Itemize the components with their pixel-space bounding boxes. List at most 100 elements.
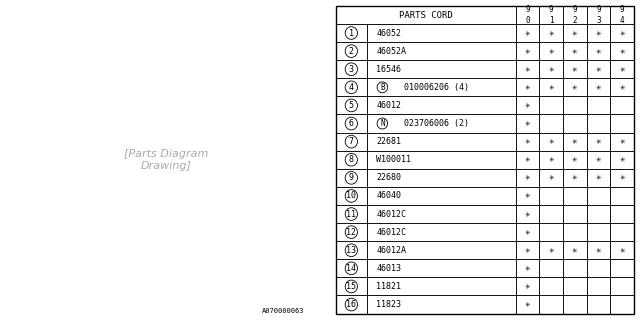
Bar	[516, 115, 540, 132]
Text: ✳: ✳	[548, 47, 554, 56]
Bar	[610, 223, 634, 241]
Bar	[610, 24, 634, 42]
Bar	[516, 151, 540, 169]
Bar	[540, 42, 563, 60]
Bar	[610, 6, 634, 24]
Bar	[587, 241, 610, 259]
Text: ✳: ✳	[525, 65, 531, 74]
Bar	[336, 295, 367, 314]
Bar	[540, 151, 563, 169]
Bar	[367, 259, 516, 277]
Text: ✳: ✳	[596, 137, 601, 146]
Bar	[563, 277, 587, 295]
Text: ✳: ✳	[525, 210, 531, 219]
Bar	[563, 241, 587, 259]
Text: ✳: ✳	[620, 137, 625, 146]
Text: 3: 3	[349, 65, 354, 74]
Text: ✳: ✳	[525, 173, 531, 182]
Text: 6: 6	[349, 119, 354, 128]
Bar	[516, 6, 540, 24]
Bar	[336, 169, 367, 187]
Bar	[563, 6, 587, 24]
Bar	[540, 132, 563, 151]
Bar	[563, 132, 587, 151]
Bar	[540, 241, 563, 259]
Text: ✳: ✳	[620, 65, 625, 74]
Bar	[587, 78, 610, 96]
Bar	[336, 151, 367, 169]
Bar	[516, 24, 540, 42]
Text: ✳: ✳	[525, 47, 531, 56]
Text: ✳: ✳	[596, 83, 601, 92]
Bar	[516, 60, 540, 78]
Text: 46013: 46013	[376, 264, 401, 273]
Bar	[540, 78, 563, 96]
Text: 11823: 11823	[376, 300, 401, 309]
Text: 46012: 46012	[376, 101, 401, 110]
Bar	[540, 187, 563, 205]
Bar	[516, 277, 540, 295]
Bar	[540, 205, 563, 223]
Text: 9
3: 9 3	[596, 5, 601, 25]
Bar	[563, 223, 587, 241]
Bar	[610, 151, 634, 169]
Bar	[587, 169, 610, 187]
Bar	[610, 96, 634, 115]
Text: 7: 7	[349, 137, 354, 146]
Text: A070000063: A070000063	[262, 308, 304, 314]
Text: 1: 1	[349, 28, 354, 37]
Bar	[587, 295, 610, 314]
Text: 11821: 11821	[376, 282, 401, 291]
Bar	[563, 151, 587, 169]
Bar	[563, 205, 587, 223]
Bar	[540, 6, 563, 24]
Bar	[336, 6, 516, 24]
Bar	[336, 187, 367, 205]
Bar	[367, 277, 516, 295]
Bar	[367, 96, 516, 115]
Text: ✳: ✳	[572, 28, 577, 37]
Bar	[336, 60, 367, 78]
Bar	[587, 115, 610, 132]
Bar	[563, 24, 587, 42]
Text: ✳: ✳	[572, 83, 577, 92]
Bar	[367, 169, 516, 187]
Text: ✳: ✳	[525, 119, 531, 128]
Bar	[610, 132, 634, 151]
Bar	[610, 115, 634, 132]
Bar	[587, 42, 610, 60]
Text: B: B	[380, 83, 385, 92]
Bar	[336, 42, 367, 60]
Text: PARTS CORD: PARTS CORD	[399, 11, 452, 20]
Text: ✳: ✳	[525, 155, 531, 164]
Text: ✳: ✳	[596, 246, 601, 255]
Bar	[516, 78, 540, 96]
Text: ✳: ✳	[620, 246, 625, 255]
Bar	[540, 115, 563, 132]
Text: 16: 16	[346, 300, 356, 309]
Bar	[563, 96, 587, 115]
Text: ✳: ✳	[596, 173, 601, 182]
Text: 9
4: 9 4	[620, 5, 624, 25]
Bar	[336, 223, 367, 241]
Bar	[540, 96, 563, 115]
Text: 22680: 22680	[376, 173, 401, 182]
Text: 46012C: 46012C	[376, 228, 406, 236]
Bar	[563, 42, 587, 60]
Text: 4: 4	[349, 83, 354, 92]
Bar	[563, 78, 587, 96]
Bar	[610, 277, 634, 295]
Bar	[516, 42, 540, 60]
Text: N: N	[380, 119, 385, 128]
Bar	[610, 241, 634, 259]
Bar	[563, 187, 587, 205]
Bar	[587, 60, 610, 78]
Text: ✳: ✳	[525, 191, 531, 200]
Text: 023706006 (2): 023706006 (2)	[404, 119, 469, 128]
Text: ✳: ✳	[596, 155, 601, 164]
Text: W100011: W100011	[376, 155, 411, 164]
Bar	[336, 96, 367, 115]
Bar	[336, 132, 367, 151]
Bar	[516, 259, 540, 277]
Bar	[563, 169, 587, 187]
